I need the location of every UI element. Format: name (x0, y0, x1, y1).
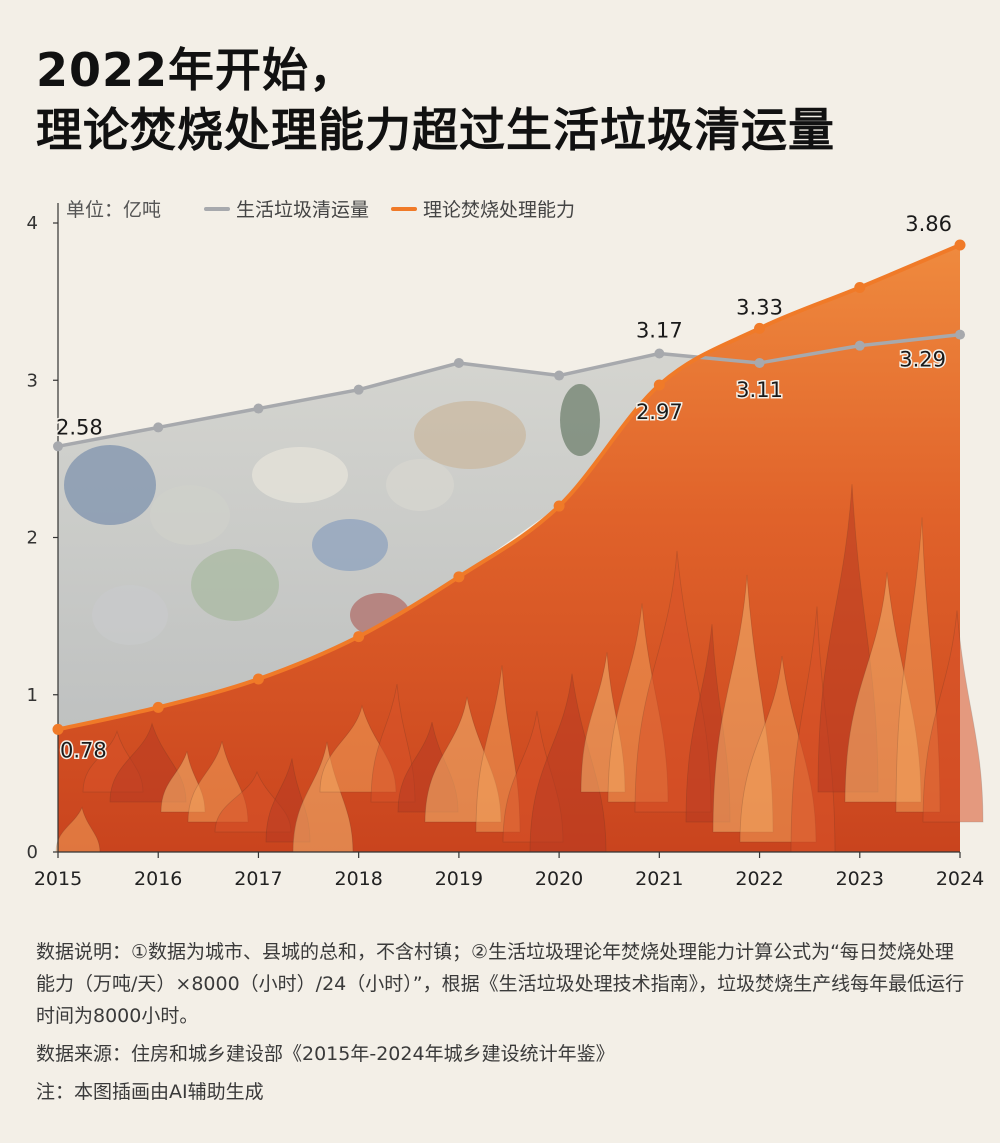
data-point-waste-collection (153, 422, 164, 433)
legend: 单位：亿吨 生活垃圾清运量 理论焚烧处理能力 (66, 199, 575, 221)
data-label: 3.33 (736, 295, 783, 319)
series-line-incineration-capacity (57, 243, 961, 732)
garbage-illustration-area (58, 245, 960, 730)
data-point-incineration-capacity (52, 723, 64, 735)
garbage-shape (92, 585, 168, 645)
data-point-waste-collection (654, 348, 665, 359)
garbage-shape (64, 445, 156, 525)
data-point-incineration-capacity (653, 379, 665, 391)
x-tick-label: 2018 (334, 868, 382, 890)
axes: 0 1 2 3 4 2015 2016 2017 2018 2019 2020 2021 2022 202… (27, 203, 984, 890)
flame-shape (922, 610, 984, 823)
data-point-waste-collection (253, 403, 264, 414)
data-label: 0.78 (60, 738, 107, 762)
flame-shape (55, 806, 101, 853)
data-point-waste-collection (854, 340, 865, 351)
data-labels: 2.58 3.17 3.11 3.29 0.78 2.97 3.33 3.86 (55, 211, 954, 764)
data-label: 3.86 (905, 212, 952, 236)
data-label: 3.29 (899, 348, 946, 372)
x-tick-label: 2024 (936, 868, 984, 890)
y-tick-label: 0 (27, 842, 38, 863)
x-tick-label: 2021 (635, 868, 683, 890)
garbage-shape (312, 519, 388, 571)
data-point-incineration-capacity (353, 631, 365, 643)
data-point-waste-collection (453, 357, 464, 368)
chart-title-line-1: 2022年开始， (36, 43, 357, 97)
data-point-incineration-capacity (453, 571, 465, 583)
line-chart: 0 1 2 3 4 2015 2016 2017 2018 2019 2020 2021 2022 202… (27, 199, 985, 890)
x-tick-label: 2015 (34, 868, 82, 890)
series-lines (52, 239, 966, 735)
x-tick-label: 2023 (836, 868, 884, 890)
data-label: 2.97 (636, 400, 683, 424)
notes: 数据说明：①数据为城市、县城的总和，不含村镇；②生活垃圾理论年焚烧处理能力计算公… (36, 936, 971, 1114)
data-point-incineration-capacity (252, 673, 264, 685)
x-tick-label: 2022 (735, 868, 783, 890)
data-description: 数据说明：①数据为城市、县城的总和，不含村镇；②生活垃圾理论年焚烧处理能力计算公… (36, 941, 965, 1027)
data-point-waste-collection (754, 357, 765, 368)
data-point-waste-collection (955, 329, 965, 340)
data-point-incineration-capacity (152, 701, 164, 713)
y-tick-label: 2 (27, 528, 38, 549)
garbage-shape (150, 485, 230, 545)
ai-note: 注：本图插画由AI辅助生成 (36, 1081, 264, 1103)
y-tick-label: 3 (27, 370, 38, 391)
data-point-incineration-capacity (854, 281, 866, 293)
data-label: 3.17 (636, 319, 683, 343)
area-layer (55, 245, 984, 853)
chart-title-line-2: 理论焚烧处理能力超过生活垃圾清运量 (36, 103, 835, 157)
data-point-incineration-capacity (954, 239, 966, 251)
flame-shape (529, 673, 607, 853)
garbage-shape (386, 459, 454, 511)
legend-label: 生活垃圾清运量 (236, 199, 369, 221)
garbage-shape (560, 384, 600, 456)
data-point-incineration-capacity (754, 322, 766, 334)
garbage-shape (414, 401, 526, 469)
y-tick-label: 4 (27, 213, 38, 234)
garbage-shape (191, 549, 279, 621)
x-tick-label: 2019 (435, 868, 483, 890)
unit-label: 单位：亿吨 (66, 199, 161, 221)
data-point-waste-collection (353, 384, 364, 395)
data-label: 2.58 (56, 415, 103, 439)
data-point-waste-collection (53, 441, 63, 452)
garbage-shape (252, 447, 348, 503)
y-tick-label: 1 (27, 685, 38, 706)
chart-title: 2022年开始， 理论焚烧处理能力超过生活垃圾清运量 (36, 40, 835, 160)
x-tick-label: 2016 (134, 868, 182, 890)
data-source: 数据来源：住房和城乡建设部《2015年-2024年城乡建设统计年鉴》 (36, 1043, 615, 1065)
flame-shape (292, 741, 354, 853)
data-label: 3.11 (736, 378, 783, 402)
data-point-waste-collection (554, 370, 565, 381)
x-tick-label: 2017 (234, 868, 282, 890)
series-line-waste-collection (57, 332, 961, 449)
legend-label: 理论焚烧处理能力 (423, 199, 575, 221)
data-point-incineration-capacity (553, 500, 565, 512)
x-tick-label: 2020 (535, 868, 583, 890)
